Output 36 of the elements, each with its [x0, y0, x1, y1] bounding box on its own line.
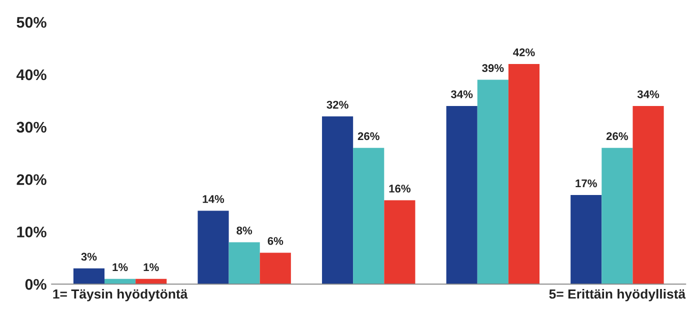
data-label: 1% — [112, 263, 128, 272]
bar — [570, 195, 602, 284]
x-tick-label: 5= Erittäin hyödyllistä — [549, 288, 686, 302]
data-label: 8% — [236, 226, 252, 234]
data-label: 3% — [81, 252, 97, 261]
data-label: 34% — [637, 90, 660, 98]
bar — [508, 64, 540, 284]
y-tick-label: 50% — [16, 16, 46, 28]
bar — [477, 80, 508, 284]
data-label: 34% — [450, 90, 473, 98]
bar — [632, 106, 664, 284]
bar — [73, 268, 104, 284]
y-tick-label: 40% — [16, 69, 46, 80]
bar — [322, 116, 354, 284]
bar — [446, 106, 478, 284]
y-tick-label: 20% — [16, 174, 46, 186]
data-label: 17% — [576, 179, 597, 188]
y-tick-label: 10% — [17, 226, 46, 238]
bar — [384, 200, 416, 284]
bar — [198, 210, 229, 284]
data-label: 6% — [268, 237, 284, 245]
bar — [260, 252, 291, 284]
data-label: 32% — [326, 100, 348, 109]
bar — [602, 148, 633, 284]
data-label: 26% — [358, 132, 380, 140]
data-label: 26% — [606, 132, 628, 140]
data-label: 42% — [513, 48, 535, 56]
x-tick-label: 1= Täysin hyödytöntä — [53, 288, 188, 302]
data-label: 1% — [144, 263, 159, 272]
y-tick-label: 30% — [16, 122, 46, 133]
y-tick-label: 0% — [25, 279, 46, 290]
bar — [228, 242, 260, 284]
bar — [353, 148, 384, 284]
data-label: 14% — [202, 195, 224, 203]
data-label: 16% — [389, 184, 411, 193]
data-label: 39% — [482, 64, 504, 72]
